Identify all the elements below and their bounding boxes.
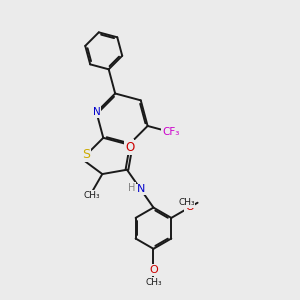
Text: CH₃: CH₃ — [84, 191, 100, 200]
Text: H: H — [128, 183, 135, 193]
Text: N: N — [93, 107, 100, 117]
Text: CH₃: CH₃ — [145, 278, 162, 287]
Text: O: O — [149, 265, 158, 275]
Text: O: O — [185, 202, 194, 212]
Text: CH₃: CH₃ — [178, 198, 195, 207]
Text: N: N — [125, 140, 133, 150]
Text: N: N — [136, 184, 145, 194]
Text: O: O — [126, 141, 135, 154]
Text: CF₃: CF₃ — [162, 127, 180, 137]
Text: S: S — [82, 148, 90, 161]
